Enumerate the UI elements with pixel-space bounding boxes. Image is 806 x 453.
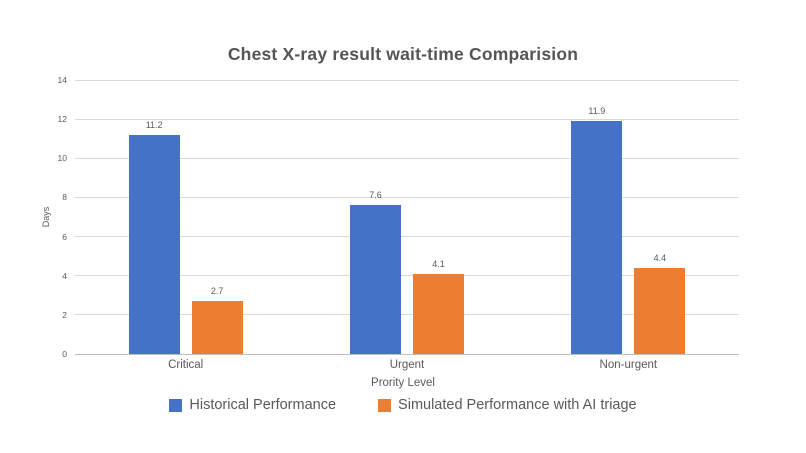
gridline bbox=[75, 236, 739, 238]
legend-item: Historical Performance bbox=[169, 397, 336, 413]
data-label: 4.1 bbox=[432, 258, 445, 269]
bar-historical-urgent bbox=[350, 205, 401, 354]
legend-swatch-icon bbox=[378, 398, 392, 412]
gridline bbox=[75, 275, 739, 277]
data-label: 4.4 bbox=[653, 252, 667, 263]
data-label: 2.7 bbox=[210, 286, 224, 297]
plot-area: 0 2 4 6 8 10 12 14 11.2 2.7 Critical 7.6 4.1 Urgent 11… bbox=[58, 75, 739, 371]
category-label: Non-urgent bbox=[599, 359, 658, 371]
y-tick-label: 8 bbox=[62, 192, 67, 203]
y-tick-label: 6 bbox=[62, 231, 67, 242]
y-tick-label: 4 bbox=[62, 270, 67, 281]
bar-historical-critical bbox=[128, 134, 180, 354]
y-tick-label: 0 bbox=[62, 349, 67, 359]
gridline bbox=[75, 196, 739, 198]
legend: Historical Performance Simulated Performa… bbox=[0, 397, 806, 413]
bar-simulated-critical bbox=[191, 301, 243, 354]
gridline bbox=[75, 157, 739, 159]
x-axis-line bbox=[75, 353, 739, 355]
gridline bbox=[75, 79, 739, 81]
data-label: 7.6 bbox=[369, 190, 382, 201]
y-tick-label: 2 bbox=[62, 309, 67, 320]
gridline bbox=[75, 314, 739, 316]
chart-title: Chest X-ray result wait-time Comparision bbox=[227, 44, 579, 64]
y-axis-title: Days bbox=[41, 206, 51, 228]
y-tick-label: 14 bbox=[57, 75, 67, 85]
legend-swatch-icon bbox=[169, 398, 183, 412]
y-tick-label: 10 bbox=[57, 153, 67, 164]
legend-label: Historical Performance bbox=[189, 397, 337, 413]
gridline bbox=[75, 118, 739, 120]
bar-historical-non-urgent bbox=[571, 121, 623, 354]
bar-simulated-non-urgent bbox=[634, 267, 686, 354]
category-label: Critical bbox=[168, 359, 204, 371]
category-label: Urgent bbox=[389, 359, 425, 371]
legend-item: Simulated Performance with AI triage bbox=[378, 397, 637, 413]
legend-label: Simulated Performance with AI triage bbox=[398, 397, 637, 413]
data-label: 11.9 bbox=[588, 106, 606, 117]
x-axis-title: Prority Level bbox=[371, 377, 435, 389]
data-label: 11.2 bbox=[145, 119, 163, 130]
y-tick-label: 12 bbox=[57, 114, 67, 125]
bar-simulated-urgent bbox=[413, 273, 464, 354]
